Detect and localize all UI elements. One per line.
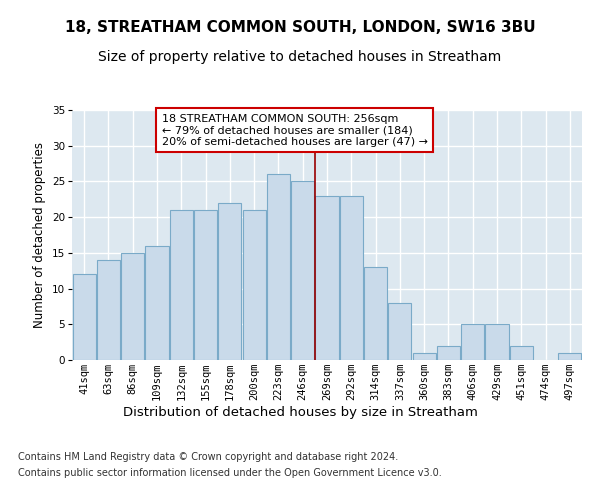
Bar xyxy=(170,210,193,360)
Text: 18 STREATHAM COMMON SOUTH: 256sqm
← 79% of detached houses are smaller (184)
20%: 18 STREATHAM COMMON SOUTH: 256sqm ← 79% … xyxy=(162,114,428,147)
Bar xyxy=(340,196,363,360)
Bar xyxy=(97,260,120,360)
Bar xyxy=(485,324,509,360)
Text: Size of property relative to detached houses in Streatham: Size of property relative to detached ho… xyxy=(98,50,502,64)
Bar xyxy=(194,210,217,360)
Text: Contains HM Land Registry data © Crown copyright and database right 2024.: Contains HM Land Registry data © Crown c… xyxy=(18,452,398,462)
Bar xyxy=(145,246,169,360)
Bar xyxy=(364,267,387,360)
Bar xyxy=(413,353,436,360)
Bar xyxy=(267,174,290,360)
Bar xyxy=(461,324,484,360)
Text: Distribution of detached houses by size in Streatham: Distribution of detached houses by size … xyxy=(122,406,478,419)
Text: 18, STREATHAM COMMON SOUTH, LONDON, SW16 3BU: 18, STREATHAM COMMON SOUTH, LONDON, SW16… xyxy=(65,20,535,35)
Bar xyxy=(73,274,95,360)
Bar xyxy=(510,346,533,360)
Text: Contains public sector information licensed under the Open Government Licence v3: Contains public sector information licen… xyxy=(18,468,442,477)
Bar xyxy=(242,210,266,360)
Bar xyxy=(388,303,412,360)
Bar xyxy=(316,196,338,360)
Bar xyxy=(218,203,241,360)
Bar xyxy=(559,353,581,360)
Bar xyxy=(291,182,314,360)
Bar xyxy=(437,346,460,360)
Y-axis label: Number of detached properties: Number of detached properties xyxy=(33,142,46,328)
Bar xyxy=(121,253,144,360)
